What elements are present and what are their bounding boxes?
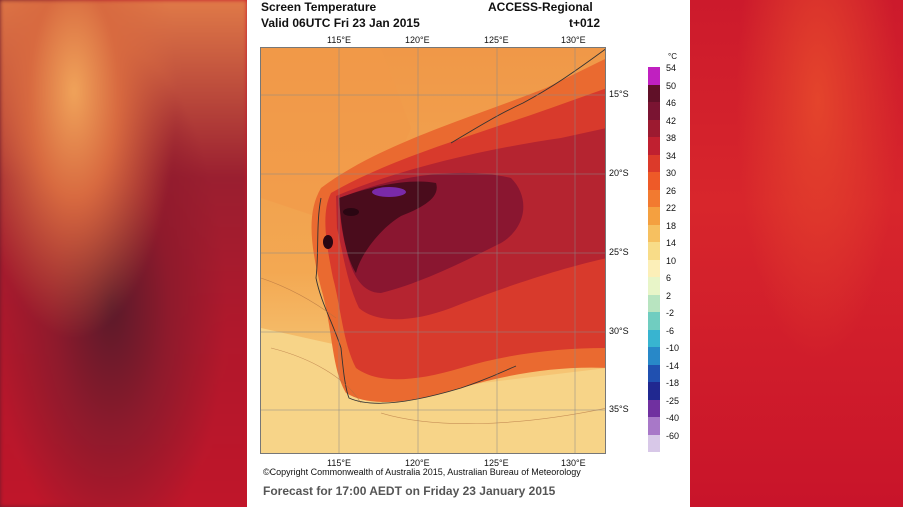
colorbar-segment <box>648 399 660 417</box>
lead-time: t+012 <box>569 16 601 30</box>
lat-label: 25°S <box>609 247 629 257</box>
colorbar-segment <box>648 434 660 452</box>
background-right-blur <box>690 0 903 507</box>
colorbar-unit: °C <box>668 52 677 61</box>
lon-label-top: 130°E <box>561 35 586 45</box>
lon-label-top: 120°E <box>405 35 430 45</box>
temperature-map-svg <box>261 48 605 453</box>
colorbar-label: 26 <box>666 185 677 196</box>
colorbar-label: 34 <box>666 150 677 161</box>
colorbar-label: -18 <box>666 378 680 388</box>
colorbar-segment <box>648 84 660 102</box>
colorbar-label: 18 <box>666 220 677 231</box>
colorbar-segment <box>648 382 660 400</box>
colorbar-label: -25 <box>666 395 680 406</box>
valid-time: Valid 06UTC Fri 23 Jan 2015 <box>261 16 420 30</box>
colorbar-segment <box>648 417 660 435</box>
lon-label-bottom: 120°E <box>405 458 430 468</box>
colorbar-label: 22 <box>666 203 677 213</box>
chart-title: Screen Temperature <box>261 0 377 14</box>
hot-spot <box>323 235 333 249</box>
background-left-blur <box>0 0 247 507</box>
colorbar-label: -40 <box>666 413 680 423</box>
colorbar-label: 30 <box>666 168 677 178</box>
colorbar-segment <box>648 277 660 295</box>
colorbar-segment <box>648 364 660 382</box>
lat-label: 35°S <box>609 404 629 414</box>
colorbar-label: -2 <box>666 308 675 318</box>
colorbar-label: 42 <box>666 115 677 126</box>
colorbar-segment <box>648 224 660 242</box>
lon-label-top: 125°E <box>484 35 509 45</box>
colorbar-label: -10 <box>666 343 680 353</box>
lat-label: 30°S <box>609 326 629 336</box>
coastline <box>315 197 517 404</box>
colorbar-segment <box>648 119 660 137</box>
copyright-text: ©Copyright Commonwealth of Australia 201… <box>263 467 581 477</box>
colorbar-segment <box>648 154 660 172</box>
lat-label: 20°S <box>609 168 629 178</box>
colorbar-segment <box>648 294 660 312</box>
colorbar-label: 38 <box>666 133 677 143</box>
colorbar-segment <box>648 312 660 330</box>
extreme-heat-core <box>339 181 437 273</box>
colorbar-label: 2 <box>666 290 672 301</box>
colorbar-segment <box>648 67 660 85</box>
isotherm-line <box>261 277 605 424</box>
colorbar <box>648 67 660 452</box>
colorbar-segment <box>648 189 660 207</box>
lat-label: 15°S <box>609 89 629 99</box>
colorbar-segment <box>648 329 660 347</box>
lon-label-bottom: 125°E <box>484 458 509 468</box>
colorbar-label: 46 <box>666 98 677 108</box>
colorbar-label: 50 <box>666 80 677 91</box>
colorbar-label: -6 <box>666 325 675 336</box>
colorbar-segment <box>648 137 660 155</box>
colorbar-segment <box>648 259 660 277</box>
coastline <box>450 48 605 144</box>
lon-label-top: 115°E <box>327 35 351 45</box>
temperature-map <box>260 47 606 454</box>
forecast-map-card: Screen Temperature Valid 06UTC Fri 23 Ja… <box>247 0 690 507</box>
extreme-heat-spot <box>372 187 406 197</box>
colorbar-segment <box>648 242 660 260</box>
hot-spot <box>343 208 359 216</box>
colorbar-label: 14 <box>666 238 677 248</box>
lon-label-bottom: 130°E <box>561 458 586 468</box>
colorbar-segment <box>648 102 660 120</box>
colorbar-label: -14 <box>666 360 680 371</box>
lon-label-bottom: 115°E <box>327 458 351 468</box>
colorbar-segment <box>648 207 660 225</box>
colorbar-label: 10 <box>666 255 677 266</box>
colorbar-label: -60 <box>666 430 680 441</box>
colorbar-segment <box>648 347 660 365</box>
forecast-time-text: Forecast for 17:00 AEDT on Friday 23 Jan… <box>263 484 556 498</box>
colorbar-label: 6 <box>666 273 672 283</box>
colorbar-label: 54 <box>666 63 677 73</box>
model-name: ACCESS-Regional <box>488 0 593 14</box>
colorbar-segment <box>648 172 660 190</box>
